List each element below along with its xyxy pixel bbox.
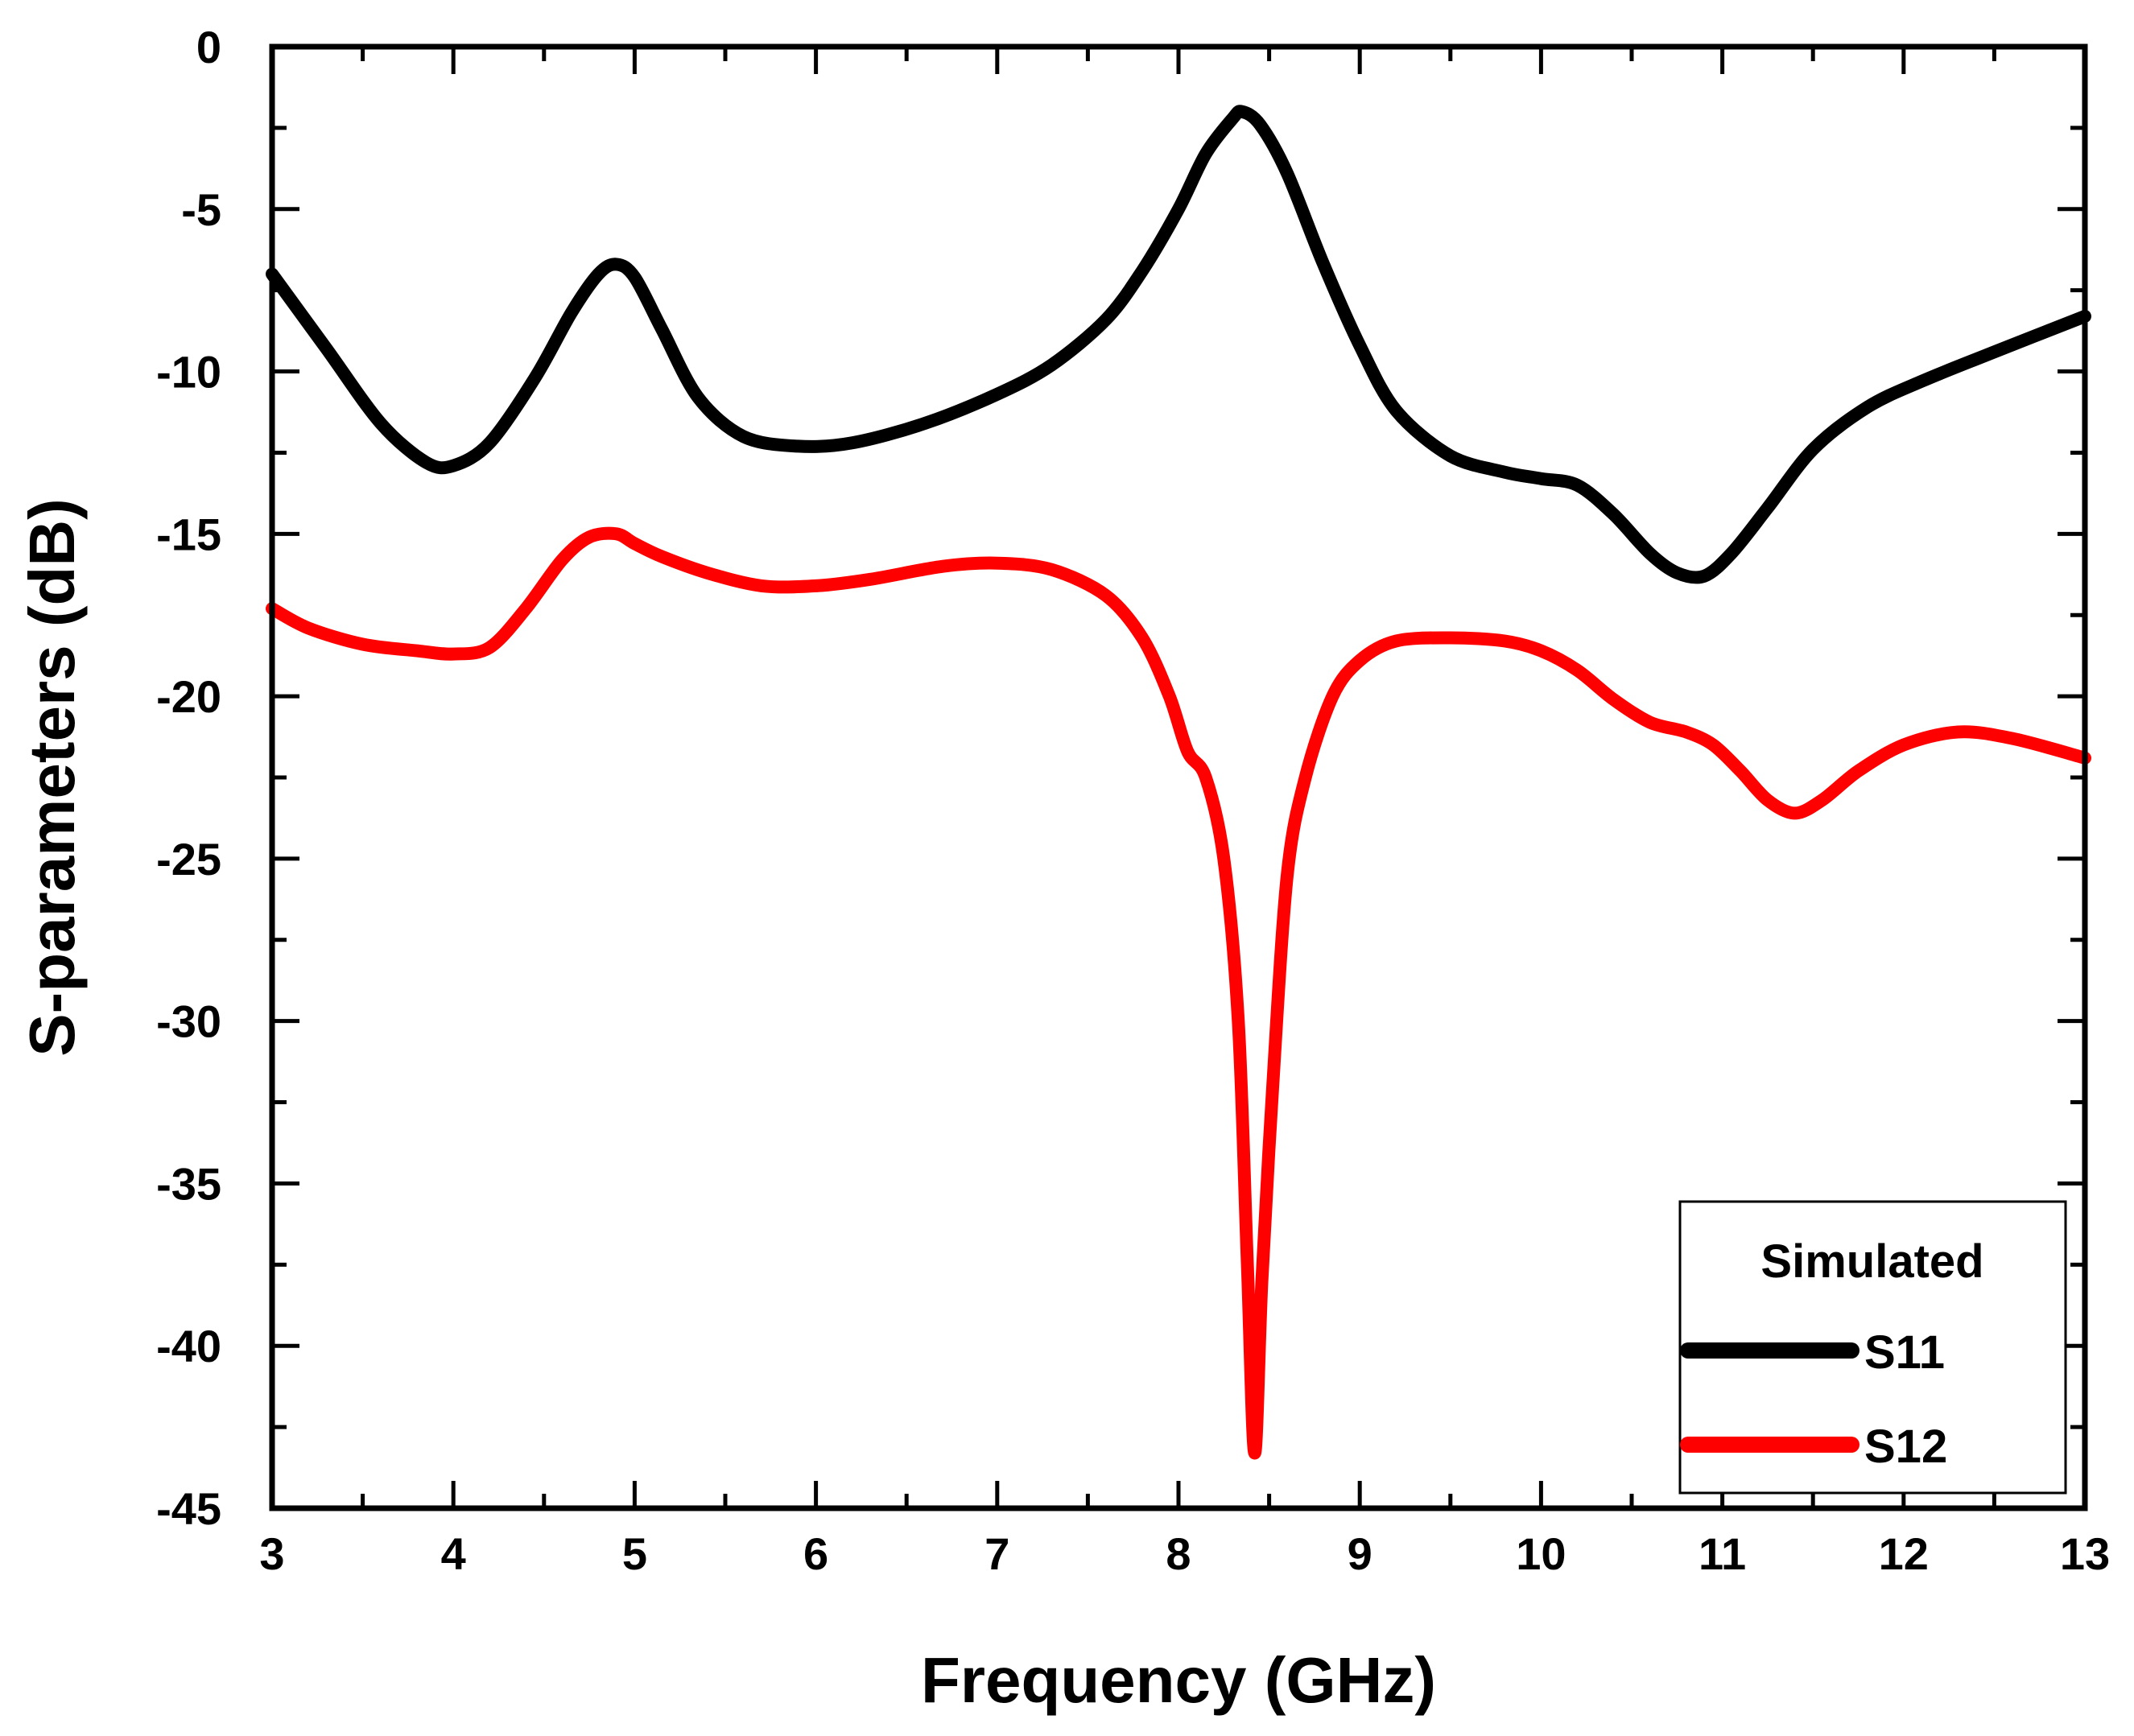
legend-title: Simulated (1760, 1235, 1983, 1288)
x-tick-label: 7 (984, 1528, 1009, 1579)
y-tick-label: -40 (156, 1321, 221, 1371)
x-tick-label: 4 (441, 1528, 466, 1579)
x-tick-label: 13 (2060, 1528, 2110, 1579)
y-tick-label: -20 (156, 671, 221, 722)
plot-frame (269, 43, 2088, 1511)
y-tick-label: 0 (196, 22, 221, 72)
y-tick-label: -5 (181, 184, 221, 235)
legend-label-s11: S11 (1864, 1326, 1945, 1379)
y-tick-label: -45 (156, 1483, 221, 1534)
y-tick-label: -30 (156, 996, 221, 1047)
tick-labels-layer: 3 4 5 6 7 8 9 10 11 12 13 0 -5 -10 -15 -20 -25 -30 -35 -40 -… (156, 22, 2110, 1579)
x-tick-label: 8 (1166, 1528, 1191, 1579)
x-tick-label: 10 (1516, 1528, 1566, 1579)
y-tick-label: -25 (156, 834, 221, 884)
legend-label-s12: S12 (1864, 1421, 1947, 1473)
y-axis-title: S-parameters (dB) (16, 498, 88, 1057)
y-tick-label: -15 (156, 509, 221, 559)
x-tick-label: 12 (1879, 1528, 1929, 1579)
x-tick-label: 9 (1348, 1528, 1372, 1579)
series-line-s12 (266, 526, 2091, 1460)
series-line-s11 (266, 105, 2091, 584)
x-tick-label: 5 (622, 1528, 647, 1579)
y-tick-label: -10 (156, 347, 221, 398)
x-tick-label: 11 (1699, 1528, 1746, 1579)
x-tick-label: 3 (259, 1528, 284, 1579)
x-tick-label: 6 (803, 1528, 828, 1579)
y-tick-label: -35 (156, 1158, 221, 1209)
series-layer (266, 105, 2091, 1460)
legend: Simulated S11 S12 (1678, 1200, 2067, 1495)
x-axis-title: Frequency (GHz) (921, 1644, 1436, 1716)
